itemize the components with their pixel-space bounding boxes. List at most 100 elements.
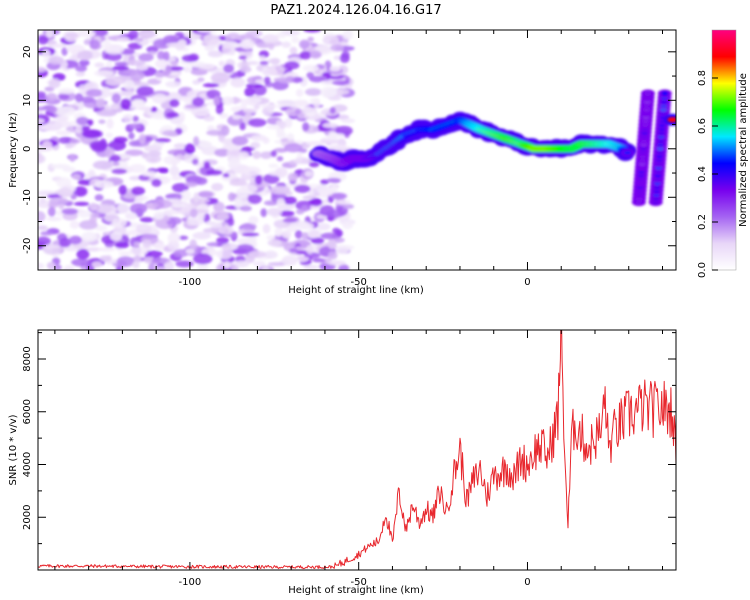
noise-blob <box>76 248 90 260</box>
snr-ylabel: SNR (10 * v/v) <box>8 414 19 485</box>
noise-blob <box>218 60 225 67</box>
noise-blob <box>299 51 312 60</box>
noise-blob <box>330 192 348 200</box>
noise-blob <box>178 235 189 241</box>
noise-blob <box>76 116 89 126</box>
noise-blob <box>167 232 181 244</box>
x-tick-label: 0 <box>524 277 530 288</box>
noise-blob <box>250 134 267 142</box>
x-tick-label: 0 <box>524 577 530 588</box>
noise-blob <box>263 173 280 184</box>
x-tick-label: -100 <box>179 277 202 288</box>
noise-blob <box>45 40 57 45</box>
noise-blob <box>248 250 267 258</box>
noise-blob <box>270 57 281 65</box>
noise-blob <box>199 63 215 70</box>
noise-blob <box>284 61 300 70</box>
noise-blob <box>148 150 162 157</box>
noise-blob <box>239 122 246 131</box>
noise-blob <box>266 235 276 240</box>
noise-blob <box>38 211 46 222</box>
noise-blob <box>150 106 158 113</box>
noise-blob <box>247 193 262 204</box>
noise-blob <box>322 122 338 128</box>
noise-blob <box>96 110 117 117</box>
noise-blob <box>193 253 213 265</box>
noise-blob <box>122 114 134 123</box>
noise-blob <box>111 168 128 175</box>
noise-blob <box>302 64 320 72</box>
noise-blob <box>211 182 224 192</box>
noise-blob <box>230 77 246 88</box>
noise-blob <box>245 83 263 88</box>
noise-blob <box>294 184 311 193</box>
noise-blob <box>58 88 75 95</box>
noise-blob <box>261 266 270 270</box>
noise-blob <box>202 83 220 88</box>
noise-blob <box>262 137 270 144</box>
noise-blob <box>45 30 54 38</box>
noise-blob <box>329 106 336 114</box>
noise-blob <box>202 227 221 234</box>
noise-blob <box>193 177 208 186</box>
noise-blob <box>118 184 128 196</box>
noise-blob <box>94 70 114 77</box>
noise-blob <box>91 30 109 37</box>
noise-blob <box>58 94 70 100</box>
noise-blob <box>281 255 298 266</box>
noise-blob <box>203 161 211 169</box>
noise-blob <box>123 79 135 91</box>
noise-blob <box>105 77 124 86</box>
noise-blob <box>270 150 277 157</box>
noise-blob <box>221 96 235 106</box>
noise-blob <box>195 111 210 116</box>
noise-blob <box>213 201 225 212</box>
noise-blob <box>99 255 112 262</box>
noise-blob <box>205 169 223 176</box>
noise-blob <box>234 198 243 209</box>
noise-blob <box>244 112 252 119</box>
noise-blob <box>203 34 220 46</box>
noise-blob <box>328 260 347 266</box>
noise-blob <box>292 100 310 108</box>
noise-blob <box>59 237 72 248</box>
noise-blob <box>154 138 172 143</box>
noise-blob <box>185 248 195 255</box>
noise-blob <box>289 248 298 253</box>
noise-blob <box>69 138 81 144</box>
noise-blob <box>262 106 274 116</box>
y-tick-label: -10 <box>22 189 33 205</box>
noise-blob <box>47 106 58 113</box>
noise-blob <box>218 112 229 119</box>
noise-blob <box>96 97 106 109</box>
noise-blob <box>169 98 180 108</box>
noise-blob <box>114 241 130 249</box>
noise-blob <box>207 50 224 58</box>
noise-blob <box>223 64 235 74</box>
noise-blob <box>40 123 60 132</box>
noise-blob <box>197 262 209 270</box>
noise-blob <box>229 181 249 186</box>
noise-blob <box>41 49 51 58</box>
noise-blob <box>302 195 316 200</box>
noise-blob <box>228 158 241 168</box>
noise-blob <box>48 202 59 208</box>
noise-blob <box>116 37 130 42</box>
noise-blob <box>55 106 76 117</box>
noise-blob <box>259 55 266 61</box>
noise-blob <box>306 71 315 79</box>
noise-blob <box>223 260 231 270</box>
noise-blob <box>42 244 61 249</box>
noise-blob <box>145 154 162 164</box>
noise-blob <box>138 133 146 144</box>
noise-blob <box>307 36 314 42</box>
noise-blob <box>73 201 90 207</box>
noise-blob <box>73 186 88 197</box>
noise-blob <box>75 124 83 134</box>
x-tick-label: -50 <box>351 277 367 288</box>
colorbar: 0.0 0.2 0.4 0.6 0.8 Normalized spectral ampl… <box>697 29 749 278</box>
noise-blob <box>231 135 249 146</box>
noise-blob <box>38 262 45 269</box>
noise-blob <box>128 30 139 40</box>
